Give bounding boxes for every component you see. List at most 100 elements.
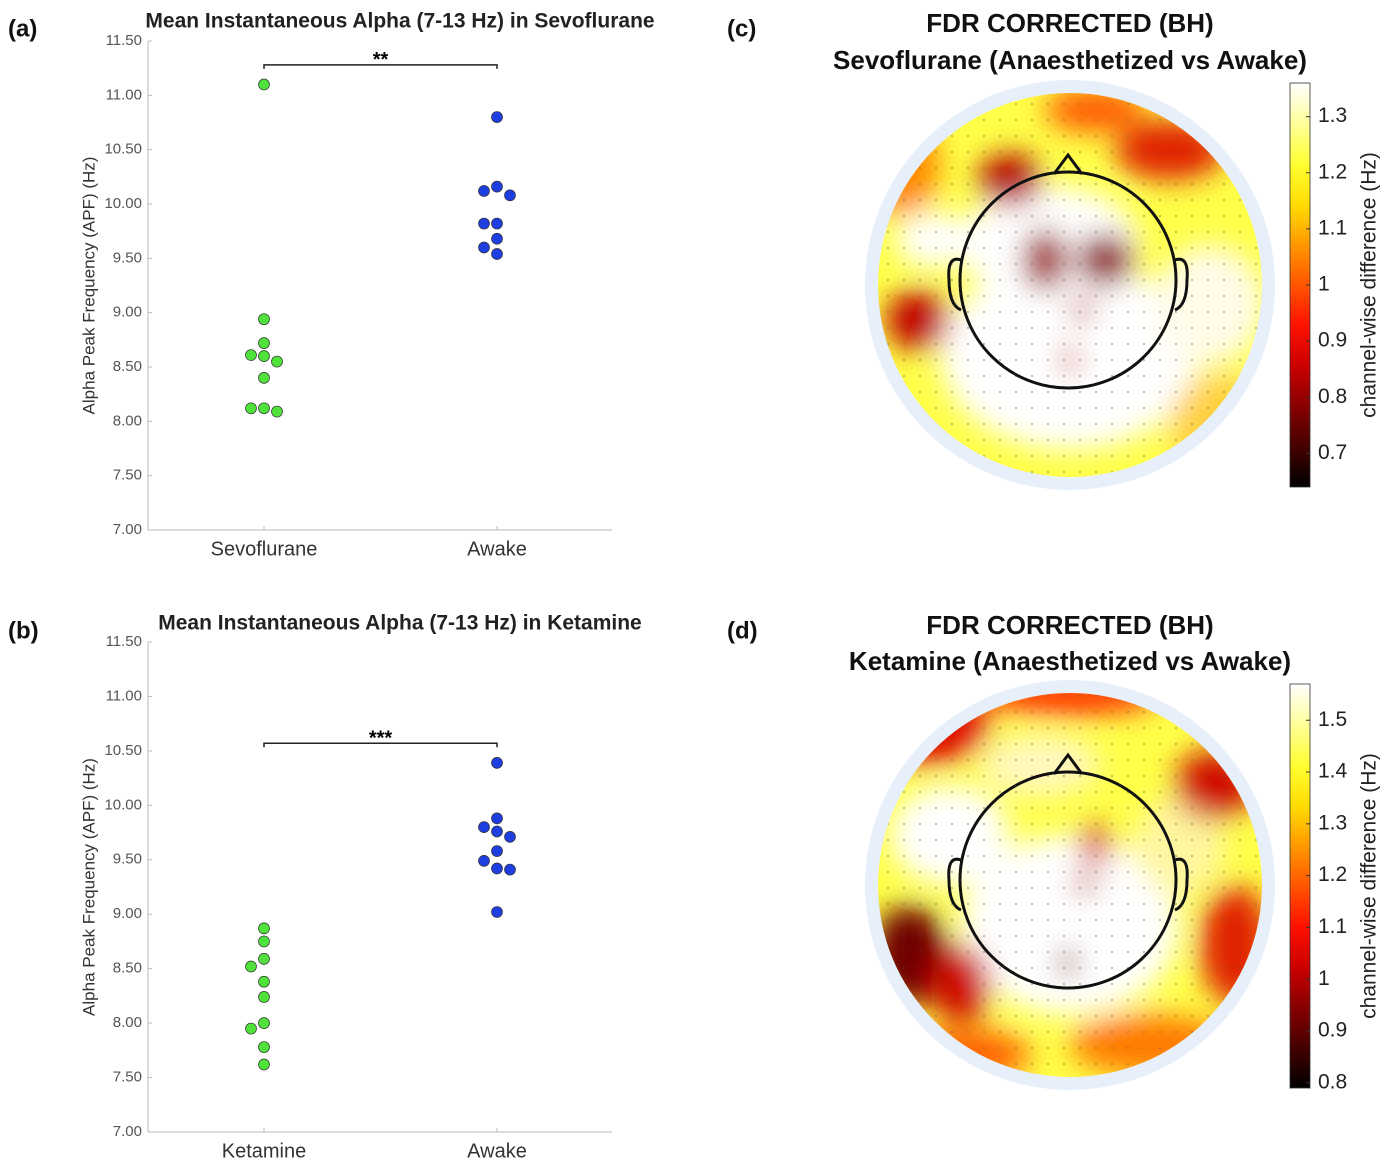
colorbar-tick-label: 0.7 — [1318, 441, 1347, 464]
y-tick-label: 8.50 — [113, 960, 142, 977]
colorbar-tick-label: 1.1 — [1318, 216, 1347, 239]
ear-left — [947, 257, 962, 312]
y-tick-label: 7.50 — [113, 467, 142, 484]
y-tick-label: 10.00 — [104, 796, 142, 813]
data-point — [491, 812, 503, 825]
colorbar-label: channel-wise difference (Hz) — [1358, 753, 1381, 1019]
y-tick-label: 11.50 — [106, 32, 142, 49]
nose — [1052, 152, 1084, 175]
y-tick-label: 9.50 — [113, 249, 142, 266]
colorbar-tick-label: 0.8 — [1318, 1070, 1347, 1093]
chart-title: FDR CORRECTED (BH) — [926, 8, 1213, 38]
data-point — [258, 78, 270, 91]
data-point — [491, 232, 503, 245]
data-point — [504, 189, 516, 202]
y-axis-label: Alpha Peak Frequency (APF) (Hz) — [79, 758, 98, 1016]
y-tick-label: 9.00 — [113, 905, 142, 922]
y-tick-label: 7.50 — [113, 1069, 142, 1086]
chart-title: Mean Instantaneous Alpha (7-13 Hz) in Ke… — [158, 612, 641, 635]
y-tick-label: 8.00 — [113, 412, 142, 429]
chart-title: Mean Instantaneous Alpha (7-13 Hz) in Se… — [145, 10, 654, 33]
data-point — [258, 1017, 270, 1029]
ear-right — [1174, 857, 1189, 912]
x-tick-label: Awake — [467, 538, 527, 560]
panel-label: (b) — [8, 617, 39, 644]
data-point — [258, 1041, 270, 1053]
data-point — [258, 372, 270, 384]
chart-subtitle: Ketamine (Anaesthetized vs Awake) — [849, 646, 1291, 676]
data-point — [258, 991, 270, 1003]
data-point — [491, 217, 503, 230]
colorbar-tick-label: 0.9 — [1318, 329, 1347, 352]
data-point — [491, 757, 503, 769]
y-tick-label: 10.00 — [104, 195, 142, 212]
colorbar-tick-label: 1.5 — [1318, 708, 1347, 731]
panel-label: (d) — [727, 617, 758, 644]
data-point — [258, 1058, 270, 1071]
y-tick-label: 11.00 — [106, 687, 142, 704]
data-point — [245, 960, 257, 973]
data-point — [258, 402, 270, 415]
electrodes — [878, 693, 1262, 1077]
colorbar-tick-label: 1.4 — [1318, 760, 1348, 783]
y-tick-label: 8.00 — [113, 1014, 142, 1031]
y-tick-label: 11.00 — [106, 86, 142, 103]
y-tick-label: 7.00 — [113, 521, 142, 538]
colorbar-tick-label: 1 — [1318, 967, 1330, 990]
data-point — [478, 185, 490, 197]
panel-label: (a) — [8, 15, 37, 42]
data-point — [258, 350, 270, 362]
data-point — [478, 821, 490, 833]
colorbar-tick-label: 0.8 — [1318, 385, 1347, 408]
colorbar-tick-label: 1 — [1318, 273, 1330, 296]
data-point — [491, 825, 503, 838]
data-point — [245, 349, 257, 361]
y-tick-label: 8.50 — [113, 358, 142, 375]
significance-bar — [263, 64, 498, 69]
y-axis-label: Alpha Peak Frequency (APF) (Hz) — [79, 157, 98, 415]
data-point — [491, 180, 503, 193]
data-point — [491, 862, 503, 875]
data-point — [478, 855, 490, 867]
data-point — [504, 863, 516, 876]
colorbar-tick-label: 0.9 — [1318, 1019, 1347, 1042]
colorbar-label: channel-wise difference (Hz) — [1358, 152, 1381, 418]
ear-right — [1174, 257, 1189, 312]
data-point — [258, 313, 270, 326]
data-point — [258, 935, 270, 948]
data-point — [271, 355, 283, 368]
x-tick-label: Sevoflurane — [211, 538, 318, 560]
x-tick-label: Awake — [467, 1140, 527, 1161]
colorbar — [1289, 683, 1311, 1089]
nose — [1052, 752, 1084, 775]
data-point — [478, 217, 490, 230]
significance-bar — [263, 742, 498, 748]
data-point — [491, 111, 503, 123]
data-point — [491, 248, 503, 260]
topo-map — [878, 93, 1262, 477]
data-point — [258, 337, 270, 349]
data-point — [258, 953, 270, 965]
panel-label: (c) — [727, 15, 756, 42]
colorbar-tick-label: 1.3 — [1318, 104, 1347, 127]
significance-label: *** — [369, 728, 393, 750]
colorbar-tick-label: 1.3 — [1318, 811, 1347, 834]
y-tick-label: 9.50 — [113, 851, 142, 868]
significance-label: ** — [373, 49, 389, 71]
data-point — [491, 906, 503, 918]
chart-subtitle: Sevoflurane (Anaesthetized vs Awake) — [833, 45, 1307, 75]
data-point — [258, 922, 270, 935]
y-tick-label: 10.50 — [104, 742, 142, 759]
x-tick-label: Ketamine — [222, 1140, 307, 1161]
data-point — [478, 241, 490, 254]
data-point — [504, 831, 516, 843]
chart-title: FDR CORRECTED (BH) — [926, 610, 1213, 640]
data-point — [245, 402, 257, 415]
y-tick-label: 10.50 — [104, 141, 142, 158]
head — [958, 770, 1178, 990]
data-point — [491, 845, 503, 857]
head — [958, 170, 1178, 390]
data-point — [271, 405, 283, 418]
